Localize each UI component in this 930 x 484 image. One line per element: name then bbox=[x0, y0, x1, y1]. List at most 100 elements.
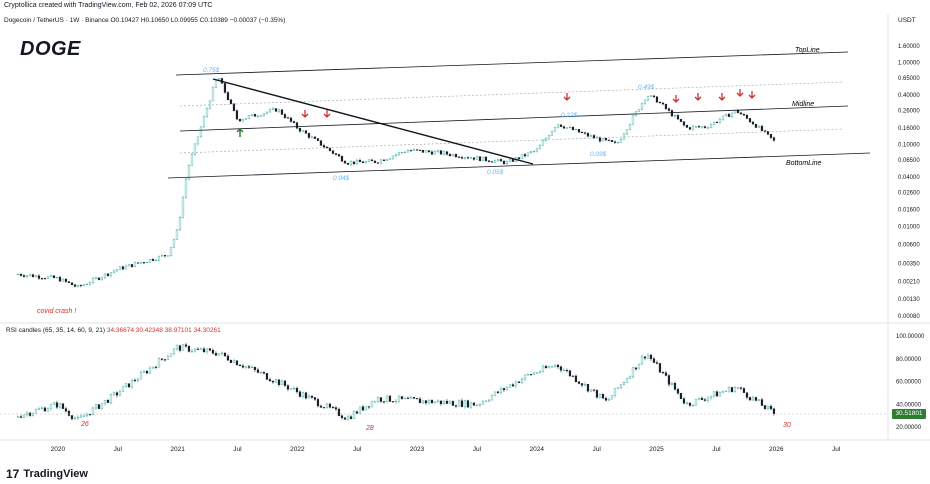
price-label-022: 0.22$ bbox=[561, 112, 578, 119]
time-axis-label: Jul bbox=[592, 446, 601, 453]
bottomline-line[interactable] bbox=[167, 152, 871, 179]
rsi-axis-labels: 100.00000 80.00000 60.00000 40.00000 20.0000… bbox=[896, 334, 925, 431]
tradingview-logo[interactable]: 17 TradingView bbox=[6, 467, 88, 481]
price-candle bbox=[316, 138, 320, 141]
price-candle bbox=[193, 143, 197, 155]
upper-quarter-line[interactable] bbox=[179, 81, 845, 107]
rsi-candle bbox=[487, 399, 491, 402]
price-candle bbox=[352, 161, 356, 165]
rsi-candle bbox=[250, 366, 254, 368]
tradingview-brand: TradingView bbox=[23, 468, 88, 480]
rsi-candle bbox=[721, 391, 725, 393]
symbol-legend[interactable]: Dogecoin / TetherUS · 1W · Binance O0.10… bbox=[4, 17, 286, 24]
rsi-candle bbox=[190, 350, 194, 352]
price-candle bbox=[22, 275, 26, 277]
price-candle bbox=[250, 114, 254, 116]
price-candle bbox=[397, 152, 401, 155]
price-candle bbox=[607, 139, 611, 141]
rsi-candle bbox=[496, 391, 500, 393]
price-axis-label: 1.00000 bbox=[898, 61, 920, 67]
price-candle bbox=[586, 133, 590, 137]
rsi-candle bbox=[622, 382, 626, 385]
price-candle bbox=[421, 149, 425, 153]
rsi-candle bbox=[202, 348, 206, 353]
rsi-candle bbox=[742, 388, 746, 393]
rsi-candle bbox=[403, 397, 407, 399]
price-candle bbox=[79, 285, 83, 287]
price-candle bbox=[106, 273, 110, 276]
price-candle bbox=[55, 277, 59, 279]
rsi-candle bbox=[277, 379, 281, 386]
price-candle bbox=[280, 109, 284, 115]
rsi-candle bbox=[442, 400, 446, 405]
rsi-candle bbox=[661, 372, 665, 374]
rsi-candle bbox=[361, 406, 365, 411]
price-candle bbox=[499, 159, 503, 162]
rsi-candle bbox=[115, 392, 119, 396]
rsi-candle bbox=[133, 380, 137, 382]
rsi-candle bbox=[205, 348, 209, 353]
rsi-candle bbox=[574, 375, 578, 382]
rsi-candle bbox=[436, 400, 440, 403]
price-candle bbox=[304, 130, 308, 134]
rsi-legend[interactable]: RSI candles (65, 35, 14, 60, 9, 21) 34.3… bbox=[6, 327, 221, 334]
price-candle bbox=[625, 129, 629, 135]
price-candle bbox=[64, 278, 68, 282]
price-candle bbox=[691, 126, 695, 130]
rsi-candle bbox=[526, 374, 530, 376]
rsi-candle bbox=[589, 389, 593, 392]
price-axis-labels: 1.60000 1.00000 0.65000 0.40000 0.26000 0.160… bbox=[898, 44, 920, 320]
rsi-candle bbox=[700, 398, 704, 400]
rsi-candle bbox=[382, 401, 386, 403]
price-candle bbox=[343, 160, 347, 164]
time-axis-label: 2020 bbox=[51, 446, 66, 453]
rsi-candle bbox=[454, 405, 458, 407]
price-candle bbox=[520, 154, 524, 159]
rsi-candle bbox=[31, 412, 35, 416]
rsi-candle bbox=[166, 356, 170, 360]
price-candle bbox=[184, 178, 188, 198]
price-candle bbox=[718, 119, 722, 123]
rsi-candle bbox=[601, 393, 605, 399]
price-candle bbox=[676, 115, 680, 120]
price-candle bbox=[244, 118, 248, 120]
rsi-candle bbox=[58, 403, 62, 408]
rsi-candle bbox=[340, 415, 344, 419]
price-candle bbox=[622, 133, 626, 140]
rsi-candle bbox=[427, 399, 431, 404]
rsi-candle bbox=[121, 386, 125, 392]
downtrend-line[interactable] bbox=[212, 78, 534, 165]
price-candle bbox=[481, 156, 485, 161]
rsi-candle bbox=[553, 364, 557, 367]
rsi-candle bbox=[391, 401, 395, 403]
price-candle bbox=[685, 124, 689, 128]
rsi-candle bbox=[421, 400, 425, 404]
time-axis-label: Jul bbox=[712, 446, 721, 453]
price-candle bbox=[73, 284, 77, 287]
price-axis-label: 0.02600 bbox=[898, 190, 920, 196]
rsi-candle bbox=[151, 366, 155, 369]
rsi-candle bbox=[124, 383, 128, 387]
midline-line[interactable] bbox=[179, 105, 849, 132]
topline-line[interactable] bbox=[175, 51, 849, 76]
price-candle bbox=[358, 160, 362, 163]
price-candle bbox=[568, 127, 572, 129]
price-candle bbox=[769, 133, 773, 138]
rsi-candle bbox=[760, 399, 764, 406]
rsi-candle bbox=[358, 406, 362, 414]
price-candle bbox=[241, 119, 245, 122]
rsi-candle bbox=[199, 348, 203, 350]
price-candle bbox=[238, 118, 242, 122]
lower-quarter-line[interactable] bbox=[179, 128, 845, 154]
price-candle bbox=[43, 278, 47, 280]
rsi-candle bbox=[142, 371, 146, 373]
price-axis-label: 0.06500 bbox=[898, 158, 920, 164]
rsi-candle bbox=[565, 370, 569, 372]
red-down-arrow-icon bbox=[323, 110, 331, 118]
price-candle bbox=[457, 156, 461, 158]
rsi-candle bbox=[406, 397, 410, 399]
price-candle bbox=[727, 113, 731, 117]
price-candle bbox=[574, 129, 578, 131]
topline-label: TopLine bbox=[795, 47, 820, 54]
